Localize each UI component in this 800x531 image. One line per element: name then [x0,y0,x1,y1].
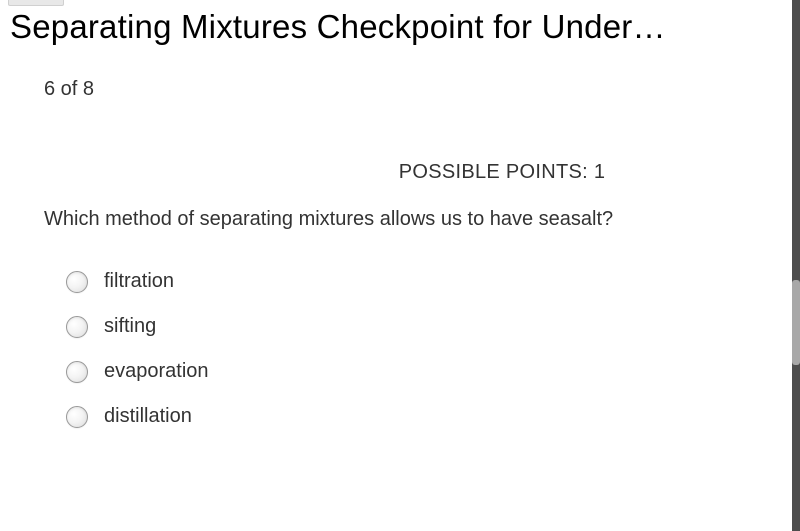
option-label: sifting [104,315,156,338]
tab-fragment [8,0,64,6]
option-sifting[interactable]: sifting [66,315,760,338]
option-distillation[interactable]: distillation [66,405,760,428]
progress-indicator: 6 of 8 [44,78,760,101]
page-title: Separating Mixtures Checkpoint for Under… [0,0,800,50]
radio-icon[interactable] [66,271,88,293]
option-label: filtration [104,270,174,293]
possible-points-label: POSSIBLE POINTS: 1 [44,161,760,184]
question-text: Which method of separating mixtures allo… [44,204,664,234]
scrollbar-track[interactable] [792,0,800,531]
radio-icon[interactable] [66,316,88,338]
scrollbar-thumb[interactable] [792,280,800,365]
option-filtration[interactable]: filtration [66,270,760,293]
option-evaporation[interactable]: evaporation [66,360,760,383]
quiz-content: 6 of 8 POSSIBLE POINTS: 1 Which method o… [0,50,800,428]
radio-icon[interactable] [66,361,88,383]
radio-icon[interactable] [66,406,88,428]
options-list: filtration sifting evaporation distillat… [44,270,760,428]
option-label: distillation [104,405,192,428]
option-label: evaporation [104,360,209,383]
